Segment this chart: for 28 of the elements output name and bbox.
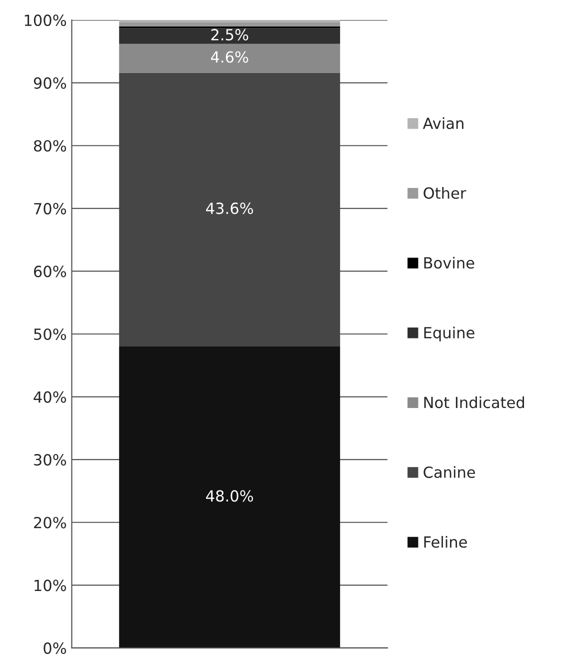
data-label: 4.6% <box>210 51 248 63</box>
legend-label: Avian <box>422 117 464 130</box>
bar <box>119 22 340 26</box>
y-tick-label: 30% <box>34 454 66 466</box>
y-tick-label: 10% <box>34 580 66 592</box>
data-label: 2.5% <box>211 28 248 40</box>
legend-label: Bovine <box>424 256 474 269</box>
legend-label: Other <box>424 187 466 199</box>
y-tick-label: 70% <box>34 202 66 214</box>
legend-label: Equine <box>424 326 474 342</box>
y-tick-label: 0% <box>44 642 66 654</box>
data-label: 43.6% <box>206 202 254 214</box>
bar <box>119 44 340 73</box>
y-tick-label: 40% <box>34 391 66 403</box>
y-tick-label: 80% <box>34 140 66 152</box>
y-tick-label: 20% <box>34 516 66 528</box>
data-label: 48.0% <box>206 490 254 502</box>
legend-label: Canine <box>424 466 476 478</box>
bar <box>119 72 340 347</box>
bar <box>119 28 340 44</box>
y-tick-label: 60% <box>34 266 66 278</box>
y-tick-label: 90% <box>34 77 66 89</box>
y-tick-label: 100% <box>24 14 66 26</box>
legend-label: Feline <box>424 536 467 548</box>
bar <box>119 346 340 648</box>
bar <box>119 20 340 23</box>
y-tick-label: 50% <box>34 328 66 340</box>
legend-label: Not Indicated <box>424 396 524 408</box>
